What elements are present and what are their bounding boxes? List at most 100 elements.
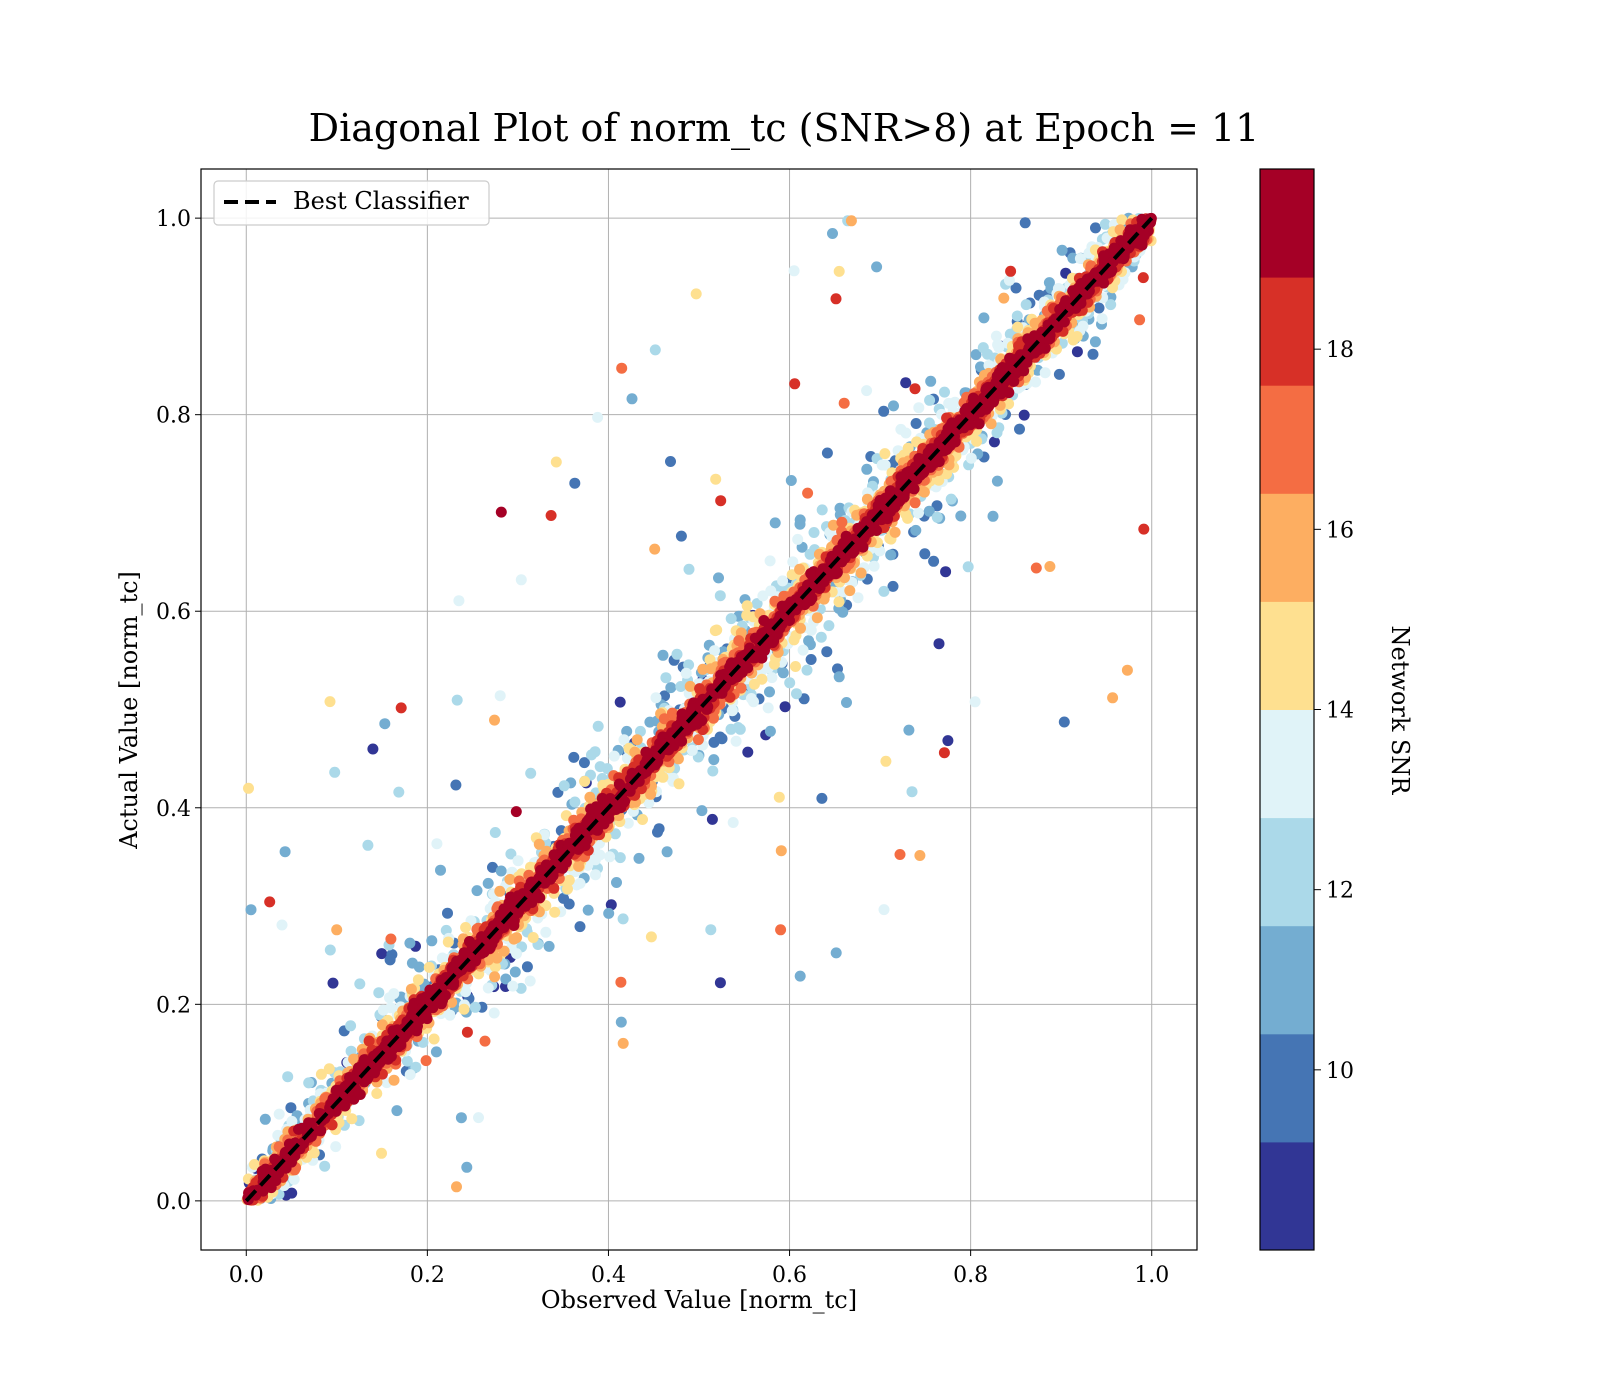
scatter-point bbox=[805, 624, 817, 636]
scatter-point bbox=[833, 671, 845, 683]
scatter-point bbox=[1003, 274, 1015, 286]
scatter-point bbox=[431, 838, 443, 850]
scatter-point bbox=[1087, 348, 1099, 360]
scatter-point bbox=[802, 487, 814, 499]
scatter-point bbox=[563, 898, 575, 910]
scatter-point bbox=[962, 561, 974, 573]
scatter-point bbox=[1039, 367, 1051, 379]
scatter-point bbox=[395, 702, 407, 714]
scatter-point bbox=[589, 854, 601, 866]
scatter-point bbox=[844, 585, 856, 597]
scatter-point bbox=[388, 988, 400, 1000]
scatter-point bbox=[742, 746, 754, 758]
scatter-point bbox=[923, 505, 935, 517]
scatter-point bbox=[453, 595, 465, 607]
scatter-point bbox=[827, 228, 838, 239]
scatter-point bbox=[649, 344, 661, 356]
scatter-point bbox=[714, 731, 726, 743]
scatter-point bbox=[331, 924, 343, 936]
scatter-point bbox=[878, 904, 890, 916]
scatter-point bbox=[874, 545, 886, 557]
scatter-point bbox=[949, 396, 961, 408]
scatter-point bbox=[608, 750, 620, 762]
scatter-point bbox=[590, 869, 601, 881]
scatter-point bbox=[1107, 282, 1118, 294]
scatter-point bbox=[543, 940, 555, 952]
scatter-point bbox=[1011, 310, 1023, 322]
scatter-point bbox=[391, 1105, 403, 1117]
scatter-point bbox=[1090, 222, 1101, 234]
scatter-point bbox=[993, 342, 1005, 353]
scatter-point bbox=[545, 510, 557, 521]
scatter-point bbox=[592, 411, 604, 423]
scatter-point bbox=[450, 779, 462, 791]
scatter-point bbox=[903, 724, 915, 736]
scatter-point bbox=[500, 973, 512, 985]
scatter-point bbox=[376, 948, 388, 960]
scatter-point bbox=[708, 712, 719, 724]
scatter-point bbox=[757, 590, 769, 602]
scatter-point bbox=[707, 765, 719, 777]
scatter-point bbox=[779, 701, 791, 713]
scatter-point bbox=[1030, 376, 1042, 388]
scatter-point bbox=[264, 896, 276, 908]
scatter-point bbox=[741, 600, 753, 612]
scatter-point bbox=[665, 682, 677, 694]
scatter-point bbox=[765, 585, 777, 597]
scatter-point bbox=[1134, 314, 1146, 326]
scatter-point bbox=[1030, 562, 1042, 574]
scatter-point bbox=[787, 556, 799, 568]
scatter-point bbox=[618, 734, 630, 746]
scatter-point bbox=[657, 649, 669, 661]
scatter-point bbox=[473, 1112, 484, 1124]
scatter-point bbox=[482, 877, 494, 889]
scatter-point bbox=[991, 427, 1003, 439]
scatter-point bbox=[794, 563, 806, 575]
scatter-point bbox=[764, 725, 776, 737]
scatter-point bbox=[569, 477, 581, 489]
scatter-point bbox=[1067, 334, 1079, 346]
scatter-point bbox=[1121, 664, 1133, 676]
scatter-point bbox=[919, 548, 931, 560]
scatter-point bbox=[683, 659, 695, 671]
scatter-point bbox=[568, 751, 580, 763]
scatter-point bbox=[451, 694, 463, 706]
scatter-point bbox=[273, 1108, 285, 1120]
scatter-point bbox=[515, 982, 527, 994]
scatter-point bbox=[458, 1003, 470, 1015]
scatter-point bbox=[604, 851, 616, 863]
scatter-point bbox=[887, 580, 899, 592]
scatter-point bbox=[282, 1071, 294, 1083]
scatter-point bbox=[276, 919, 288, 931]
scatter-point bbox=[902, 442, 914, 454]
scatter-point bbox=[1099, 218, 1111, 230]
scatter-point bbox=[637, 814, 648, 825]
scatter-point bbox=[861, 385, 873, 397]
scatter-point bbox=[603, 907, 615, 919]
scatter-point bbox=[533, 838, 545, 850]
scatter-point bbox=[524, 975, 536, 987]
scatter-point bbox=[413, 961, 425, 973]
scatter-point bbox=[705, 924, 717, 936]
scatter-point bbox=[1053, 368, 1065, 380]
scatter-point bbox=[879, 459, 891, 471]
scatter-point bbox=[978, 312, 990, 324]
scatter-point bbox=[455, 1112, 467, 1124]
scatter-point bbox=[910, 418, 922, 429]
scatter-point bbox=[931, 511, 943, 523]
scatter-point bbox=[259, 1113, 271, 1125]
scatter-point bbox=[645, 931, 657, 943]
scatter-point bbox=[827, 519, 839, 531]
scatter-point bbox=[692, 734, 704, 746]
scatter-point bbox=[868, 560, 880, 572]
scatter-point bbox=[833, 596, 845, 608]
scatter-point bbox=[371, 1088, 383, 1099]
scatter-point bbox=[650, 692, 662, 704]
scatter-point bbox=[460, 986, 472, 998]
scatter-point bbox=[942, 735, 954, 747]
scatter-point bbox=[987, 510, 999, 522]
scatter-point bbox=[784, 677, 796, 689]
scatter-point bbox=[376, 1147, 387, 1159]
scatter-point bbox=[558, 780, 570, 792]
scatter-point bbox=[471, 885, 483, 897]
